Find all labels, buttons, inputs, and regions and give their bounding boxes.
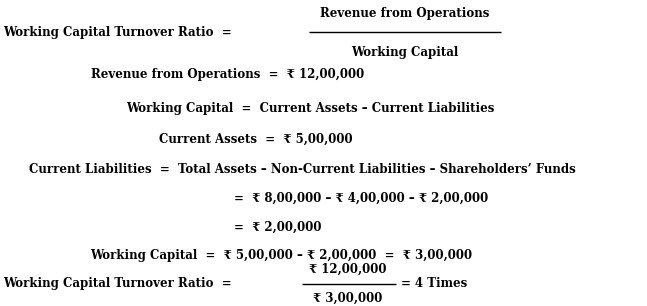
- Text: Current Liabilities  =  Total Assets – Non-Current Liabilities – Shareholders’ F: Current Liabilities = Total Assets – Non…: [29, 163, 576, 176]
- Text: =  ₹ 2,00,000: = ₹ 2,00,000: [234, 221, 322, 233]
- Text: ₹ 12,00,000: ₹ 12,00,000: [309, 263, 387, 276]
- Text: Working Capital  =  ₹ 5,00,000 – ₹ 2,00,000  =  ₹ 3,00,000: Working Capital = ₹ 5,00,000 – ₹ 2,00,00…: [91, 249, 473, 262]
- Text: Revenue from Operations  =  ₹ 12,00,000: Revenue from Operations = ₹ 12,00,000: [91, 69, 364, 81]
- Text: Working Capital Turnover Ratio  =: Working Capital Turnover Ratio =: [3, 26, 232, 39]
- Text: Working Capital  =  Current Assets – Current Liabilities: Working Capital = Current Assets – Curre…: [126, 102, 494, 115]
- Text: Revenue from Operations: Revenue from Operations: [320, 7, 489, 20]
- Text: =  ₹ 8,00,000 – ₹ 4,00,000 – ₹ 2,00,000: = ₹ 8,00,000 – ₹ 4,00,000 – ₹ 2,00,000: [234, 192, 488, 205]
- Text: Working Capital: Working Capital: [351, 46, 458, 58]
- Text: ₹ 3,00,000: ₹ 3,00,000: [313, 292, 383, 305]
- Text: Working Capital Turnover Ratio  =: Working Capital Turnover Ratio =: [3, 278, 232, 290]
- Text: Current Assets  =  ₹ 5,00,000: Current Assets = ₹ 5,00,000: [159, 133, 352, 146]
- Text: = 4 Times: = 4 Times: [401, 278, 467, 290]
